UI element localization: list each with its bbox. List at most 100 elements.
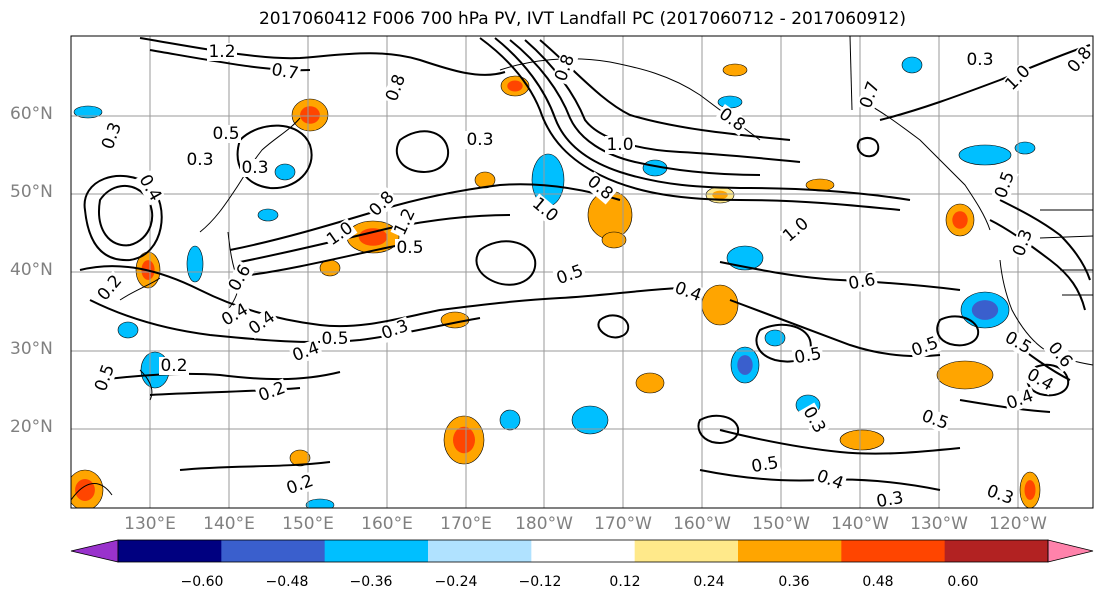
- contour-label-background: [1009, 225, 1037, 261]
- contour-label: 0.5: [212, 124, 239, 144]
- contour-label-background: [791, 344, 825, 368]
- contour-label-background: [320, 330, 350, 348]
- pv-anomaly-shade: [635, 372, 665, 394]
- colorbar-segment: [221, 540, 326, 562]
- colorbar-tick-label: −0.60: [180, 574, 224, 590]
- contour-label-background: [365, 187, 399, 221]
- contour-label-background: [1001, 61, 1035, 95]
- pv-anomaly-shade: [958, 144, 1012, 166]
- colorbar-tick-label: 0.48: [862, 574, 894, 590]
- lat-label-30n: 30°N: [10, 339, 53, 359]
- contour-label-background: [93, 270, 127, 306]
- lat-label-20n: 20°N: [10, 417, 53, 437]
- lon-label-130e: 130°E: [124, 514, 176, 534]
- contour-label-background: [778, 213, 814, 247]
- pv-anomaly-shade-core: [75, 479, 95, 501]
- pv-anomaly-shade: [289, 449, 311, 467]
- contour-label-background: [185, 151, 215, 169]
- colorbar-tick-label: 0.60: [947, 574, 979, 590]
- contour-label-background: [714, 104, 750, 136]
- contour-label-background: [211, 125, 241, 143]
- colorbar: [70, 539, 1094, 563]
- pv-anomaly-shade: [73, 105, 103, 119]
- pv-contours: [79, 37, 1091, 491]
- pv-anomaly-shade-core: [952, 211, 968, 229]
- lat-label-40n: 40°N: [10, 260, 53, 280]
- lon-label-140e: 140°E: [203, 514, 255, 534]
- contour-label-background: [748, 453, 782, 477]
- pv-anomaly-shade: [936, 360, 994, 390]
- contour-label: 0.2: [160, 356, 187, 376]
- contour-label-background: [1002, 386, 1038, 414]
- contour-label-background: [240, 159, 270, 177]
- colorbar-tick-label: 0.12: [609, 574, 641, 590]
- pv-anomaly-shade: [186, 245, 204, 283]
- contour-label-background: [288, 338, 324, 366]
- contour-label-background: [159, 357, 189, 375]
- lon-label-120w: 120°W: [989, 514, 1047, 534]
- contour-label-background: [965, 51, 995, 69]
- pv-anomaly-shade: [499, 409, 521, 431]
- colorbar-segment: [118, 540, 222, 562]
- colorbar-segment: [944, 540, 1049, 562]
- contour-label-background: [582, 171, 618, 205]
- contour-label: 1.2: [208, 42, 235, 62]
- pv-anomaly-shade-core: [507, 80, 523, 92]
- contour-label: 0.3: [966, 50, 993, 70]
- colorbar-segment: [738, 540, 842, 562]
- contour-label-background: [254, 378, 290, 406]
- map-frame: [70, 35, 1094, 509]
- colorbar-tick-label: 0.36: [778, 574, 810, 590]
- pv-anomaly-shade: [117, 321, 139, 339]
- colorbar-segment: [428, 540, 532, 562]
- contour-label-background: [322, 218, 358, 250]
- pv-anomaly-shade: [722, 63, 748, 77]
- contour-label-background: [1063, 42, 1093, 78]
- contour-label-background: [527, 193, 563, 227]
- contour-label-background: [907, 333, 943, 361]
- lat-label-50n: 50°N: [10, 182, 53, 202]
- contour-label-background: [991, 167, 1019, 203]
- pv-anomaly-shade-core: [300, 106, 320, 124]
- contour-label-background: [207, 43, 237, 61]
- contour-label-background: [244, 307, 280, 339]
- colorbar-segment: [324, 540, 429, 562]
- contour-label-background: [282, 471, 318, 499]
- contour-label-background: [856, 77, 884, 113]
- contour-label-background: [551, 50, 579, 86]
- pv-anomaly-shade: [305, 498, 335, 508]
- lon-label-150w: 150°W: [752, 514, 810, 534]
- pv-anomaly-shade: [601, 231, 627, 249]
- contour-label-background: [917, 406, 953, 434]
- contour-label-background: [812, 466, 848, 494]
- contour-label-background: [390, 204, 420, 240]
- pv-anomaly-shade: [764, 329, 786, 347]
- colorbar-extend-low: [70, 539, 119, 563]
- pv-anomaly-shade: [1014, 141, 1036, 155]
- lon-label-160w: 160°W: [673, 514, 731, 534]
- lon-label-130w: 130°W: [910, 514, 968, 534]
- lon-label-170w: 170°W: [594, 514, 652, 534]
- pv-anomaly-shade: [571, 405, 609, 435]
- colorbar-segment: [634, 540, 739, 562]
- lon-label-170e: 170°E: [440, 514, 492, 534]
- pv-anomaly-shade: [901, 56, 923, 74]
- contour-label: 0.5: [321, 329, 348, 349]
- contour-label-background: [605, 136, 635, 154]
- contour-label-background: [268, 60, 302, 84]
- pv-anomaly-shade-core: [737, 355, 753, 375]
- contour-label-background: [1022, 364, 1058, 396]
- contour-label: 0.7: [270, 60, 300, 84]
- lon-label-150e: 150°E: [282, 514, 334, 534]
- contour-label-background: [982, 481, 1018, 508]
- contour-label: 0.6: [847, 270, 877, 294]
- colorbar-tick-label: −0.24: [434, 574, 478, 590]
- contour-label-background: [1043, 337, 1077, 373]
- lon-label-160e: 160°E: [361, 514, 413, 534]
- contour-label-background: [134, 170, 166, 206]
- pv-anomaly-shade: [257, 208, 279, 222]
- map-title: 2017060412 F006 700 hPa PV, IVT Landfall…: [258, 9, 906, 29]
- colorbar-extend-high: [1047, 539, 1094, 563]
- contour-label: 1.0: [606, 135, 633, 155]
